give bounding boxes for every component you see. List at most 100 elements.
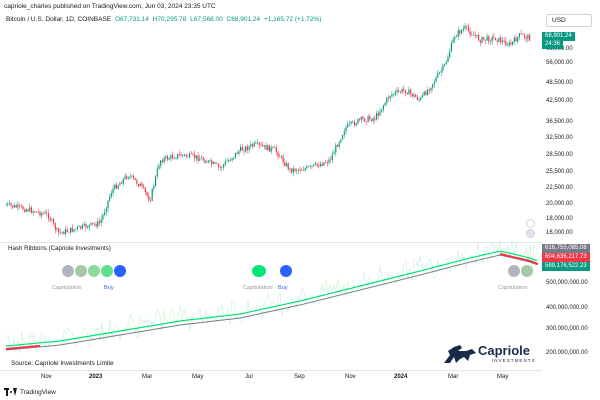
- candle-body: [335, 145, 337, 153]
- candle-body: [316, 163, 318, 166]
- signal-dot: [114, 265, 126, 277]
- candle-body: [476, 34, 478, 36]
- candle-body: [437, 73, 439, 78]
- indicator-title[interactable]: Hash Ribbons (Capriole Investments): [8, 245, 111, 252]
- candle-body: [109, 196, 111, 201]
- candle-body: [372, 118, 374, 121]
- candle-body: [330, 159, 332, 161]
- candle-body: [134, 178, 136, 180]
- candle-body: [143, 185, 145, 188]
- candle-body: [466, 25, 468, 27]
- candle-body: [461, 30, 463, 34]
- candle-body: [66, 229, 68, 232]
- candle-body: [275, 147, 277, 153]
- candle-body: [323, 162, 325, 166]
- candle-body: [245, 146, 247, 152]
- price-axis[interactable]: 66,000.00 56,000.00 48,500.00 42,500.00 …: [542, 28, 600, 368]
- candle-body: [425, 91, 427, 95]
- capitulation-label: Capitulation: [498, 285, 528, 291]
- candle-body: [342, 134, 344, 140]
- candle-body: [326, 162, 328, 164]
- candle-body: [512, 41, 514, 45]
- candle-body: [22, 206, 24, 210]
- candle-body: [29, 207, 31, 212]
- price-tick: 18,000.00: [546, 216, 573, 222]
- time-tick: 2023: [89, 374, 103, 380]
- candle-body: [481, 37, 483, 43]
- candle-body: [131, 175, 133, 177]
- candle-body: [17, 204, 19, 208]
- candle-body: [280, 156, 282, 158]
- candle-body: [505, 40, 507, 46]
- price-tick: 36,500.00: [546, 119, 573, 125]
- candle-body: [520, 33, 522, 34]
- candle-body: [493, 36, 495, 38]
- candle-body: [386, 97, 388, 103]
- candle-body: [399, 91, 401, 93]
- alert-icon[interactable]: [526, 219, 535, 228]
- currency-button[interactable]: USD: [546, 14, 592, 27]
- candle-body: [410, 89, 412, 94]
- candle-body: [76, 226, 78, 229]
- candle-body: [340, 139, 342, 143]
- price-tick: 16,000.00: [546, 230, 573, 236]
- candle-body: [214, 162, 216, 164]
- candle-body: [228, 160, 230, 162]
- candle-body: [328, 159, 330, 163]
- candle-body: [440, 70, 442, 73]
- candle-body: [117, 185, 119, 189]
- candle-body: [484, 39, 486, 41]
- time-tick: Nov: [345, 374, 356, 380]
- time-tick: 2024: [394, 374, 408, 380]
- candle-body: [263, 145, 265, 147]
- candle-body: [200, 157, 203, 159]
- candle-body: [234, 152, 237, 158]
- candle-body: [122, 178, 124, 184]
- candle-body: [450, 42, 452, 52]
- candle-body: [236, 152, 238, 154]
- hash-tick: 200,000,000.00: [546, 350, 588, 356]
- buy-label: Buy: [104, 285, 114, 291]
- candle-body: [121, 182, 123, 184]
- time-tick: Mar: [448, 374, 459, 380]
- pane-separator[interactable]: [0, 242, 542, 243]
- candle-body: [251, 144, 254, 147]
- candle-body: [418, 99, 420, 101]
- candle-body: [240, 146, 242, 151]
- candle-body: [100, 219, 102, 224]
- candle-body: [255, 142, 257, 144]
- candle-body: [459, 30, 461, 34]
- candle-body: [508, 42, 510, 46]
- candle-body: [56, 228, 58, 230]
- candle-body: [153, 185, 155, 189]
- candle-body: [114, 184, 116, 189]
- candle-body: [217, 164, 220, 167]
- time-tick: Jul: [245, 374, 253, 380]
- candle-body: [282, 156, 284, 163]
- tradingview-brand[interactable]: TradingView: [4, 388, 56, 396]
- candle-body: [226, 161, 228, 163]
- candle-body: [472, 34, 475, 36]
- candle-body: [302, 169, 305, 171]
- candle-body: [51, 219, 53, 221]
- candle-body: [163, 157, 165, 163]
- flag-icon[interactable]: [526, 229, 535, 238]
- candle-body: [522, 33, 524, 35]
- candle-body: [262, 144, 264, 147]
- signal-dots-1: [62, 265, 126, 277]
- candle-body: [370, 119, 373, 121]
- publish-info: capriole_charles published on TradingVie…: [4, 3, 216, 10]
- hash-ribbons-series: [5, 240, 539, 353]
- candle-body: [479, 40, 481, 43]
- candle-body: [233, 157, 235, 159]
- tradingview-label: TradingView: [20, 388, 56, 396]
- price-chart[interactable]: [0, 0, 542, 370]
- candle-body: [178, 154, 180, 155]
- candle-body: [432, 84, 434, 88]
- candle-body: [81, 225, 84, 229]
- time-axis[interactable]: Nov 2023 Mar May Jul Sep Nov 2024 Mar Ma…: [0, 370, 542, 382]
- candle-body: [93, 223, 95, 225]
- candle-body: [165, 156, 167, 158]
- symbol-name[interactable]: Bitcoin / U.S. Dollar, 1D, COINBASE: [6, 16, 112, 23]
- candle-body: [166, 156, 169, 160]
